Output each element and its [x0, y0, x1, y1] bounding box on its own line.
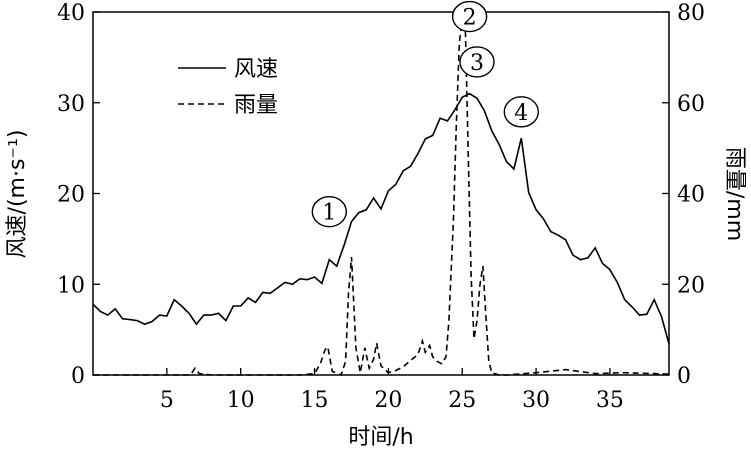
x-axis-title: 时间/h	[348, 425, 413, 450]
annotation-label: 2	[463, 6, 477, 31]
annotation-label: 3	[470, 51, 484, 76]
annotation-circle	[459, 46, 495, 78]
y-right-tick-label: 0	[677, 364, 691, 389]
annotation-circle	[311, 195, 348, 228]
series-line-rainfall	[93, 14, 670, 377]
plot-border	[92, 11, 670, 376]
annotation-label: 4	[514, 101, 528, 126]
x-tick-label: 15	[301, 388, 329, 413]
y-left-tick-label: 10	[57, 273, 85, 298]
legend: 风速 雨量	[178, 57, 278, 118]
y-right-axis-title: 雨量/mm	[722, 147, 747, 241]
legend-label-rainfall: 雨量	[234, 93, 278, 118]
annotation-marker-2: 2	[451, 0, 488, 33]
annotation-label: 1	[322, 201, 336, 226]
y-right-tick-label: 60	[677, 92, 705, 117]
y-right-tick-label: 20	[677, 273, 705, 298]
y-right-axis-ticks: 0 20 40 60 80	[662, 1, 705, 389]
y-left-tick-label: 40	[57, 1, 85, 26]
annotation-marker-4: 4	[503, 96, 540, 128]
y-left-tick-label: 0	[71, 364, 85, 389]
y-right-tick-label: 40	[677, 183, 705, 208]
x-tick-label: 20	[374, 388, 402, 413]
x-tick-label: 10	[227, 388, 255, 413]
annotation-circle	[451, 0, 488, 33]
x-tick-label: 5	[160, 388, 174, 413]
annotation-circle	[503, 96, 540, 128]
x-tick-label: 30	[522, 388, 550, 413]
x-tick-label: 25	[448, 388, 476, 413]
plot-frame	[92, 11, 670, 376]
series-line-wind-speed	[92, 92, 670, 345]
y-left-tick-label: 30	[57, 92, 85, 117]
annotation-marker-3: 3	[459, 46, 495, 78]
y-left-tick-label: 20	[57, 183, 85, 208]
x-axis-ticks: 5 10 15 20 25 30 35	[160, 368, 624, 413]
y-left-axis-ticks: 0 10 20 30 40	[57, 1, 100, 389]
peak-annotations: 1 2 3 4	[311, 0, 540, 228]
x-tick-label: 35	[596, 388, 624, 413]
y-left-axis-title: 风速/(m·s⁻¹)	[5, 130, 30, 259]
annotation-marker-1: 1	[311, 195, 348, 228]
y-right-tick-label: 80	[677, 1, 705, 26]
legend-label-wind-speed: 风速	[234, 57, 278, 82]
